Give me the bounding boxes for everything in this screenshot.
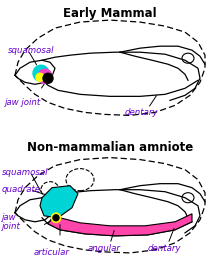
Text: dentary: dentary (125, 108, 158, 117)
Text: articular: articular (34, 248, 70, 257)
Text: Non-mammalian amniote: Non-mammalian amniote (27, 141, 193, 153)
Text: jaw joint: jaw joint (5, 98, 41, 107)
Circle shape (43, 73, 53, 83)
Text: squamosal: squamosal (2, 167, 48, 177)
Text: Early Mammal: Early Mammal (63, 7, 157, 20)
Text: quadrate: quadrate (2, 185, 41, 194)
Text: squamosal: squamosal (8, 46, 55, 55)
Circle shape (36, 73, 44, 81)
Circle shape (38, 69, 52, 83)
Text: joint: joint (2, 222, 21, 231)
Text: angular: angular (88, 244, 121, 253)
Circle shape (33, 65, 49, 81)
Polygon shape (40, 186, 78, 218)
Polygon shape (48, 214, 192, 236)
Text: dentary: dentary (148, 244, 182, 253)
Circle shape (51, 213, 61, 223)
Text: jaw: jaw (2, 213, 17, 222)
Circle shape (53, 215, 59, 221)
